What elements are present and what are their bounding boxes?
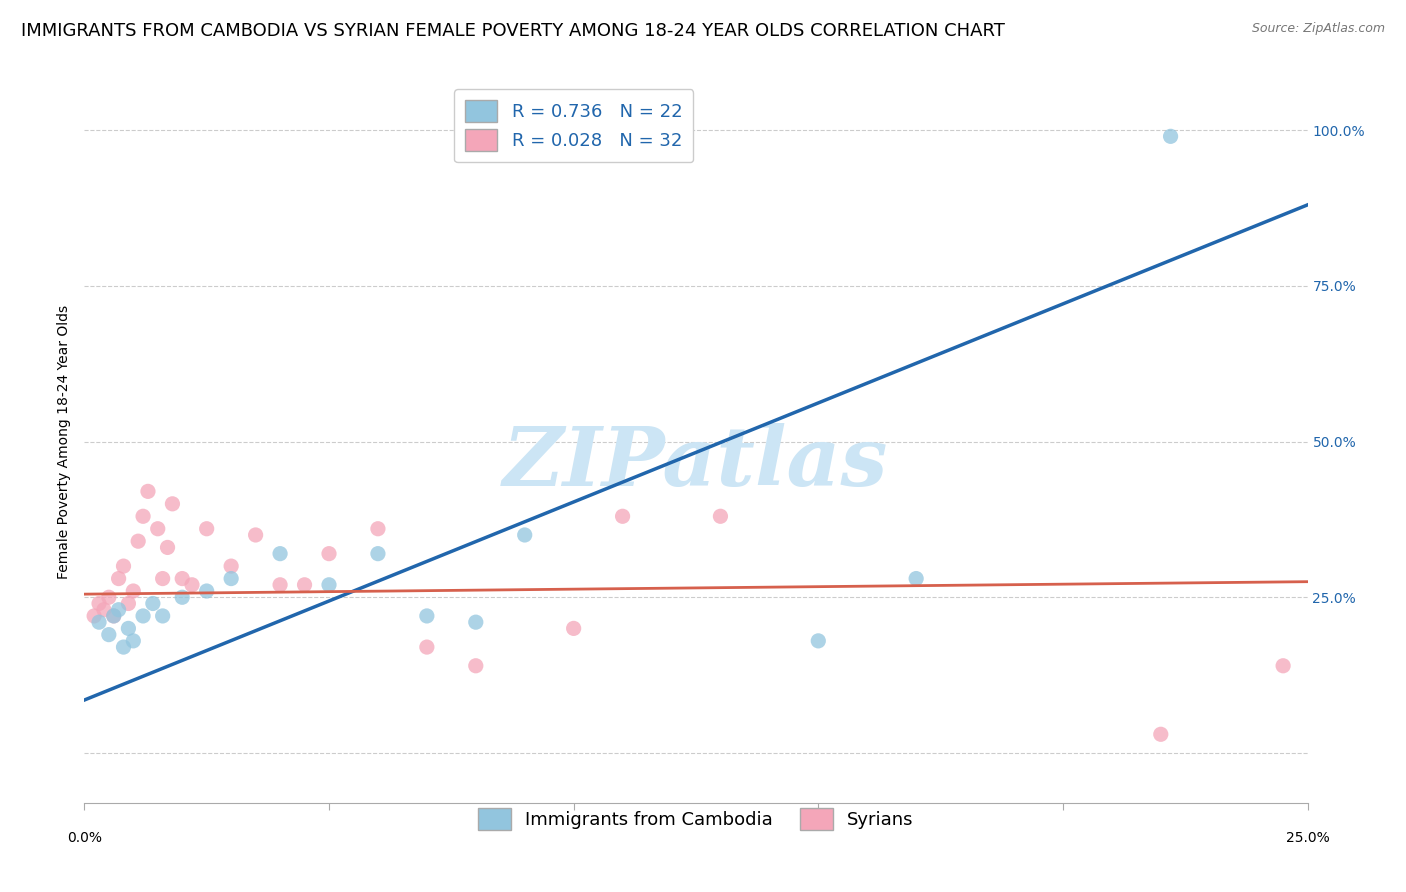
Point bbox=[612, 509, 634, 524]
Point bbox=[318, 578, 340, 592]
Point bbox=[103, 609, 125, 624]
Point bbox=[146, 522, 169, 536]
Point bbox=[245, 528, 267, 542]
Point bbox=[195, 522, 218, 536]
Point bbox=[562, 621, 585, 635]
Point bbox=[97, 627, 120, 641]
Point bbox=[162, 497, 184, 511]
Point bbox=[87, 597, 110, 611]
Point bbox=[269, 547, 291, 561]
Point bbox=[464, 658, 486, 673]
Point bbox=[416, 640, 439, 654]
Point bbox=[464, 615, 486, 630]
Point bbox=[219, 572, 242, 586]
Point bbox=[1150, 727, 1173, 741]
Point bbox=[122, 633, 145, 648]
Point bbox=[152, 572, 174, 586]
Point bbox=[195, 584, 218, 599]
Point bbox=[1160, 129, 1182, 144]
Point bbox=[132, 509, 155, 524]
Text: 25.0%: 25.0% bbox=[1285, 830, 1330, 845]
Text: Source: ZipAtlas.com: Source: ZipAtlas.com bbox=[1251, 22, 1385, 36]
Point bbox=[269, 578, 291, 592]
Point bbox=[219, 559, 242, 574]
Point bbox=[416, 609, 439, 624]
Legend: Immigrants from Cambodia, Syrians: Immigrants from Cambodia, Syrians bbox=[471, 801, 921, 837]
Point bbox=[294, 578, 316, 592]
Point bbox=[181, 578, 204, 592]
Point bbox=[905, 572, 928, 586]
Point bbox=[152, 609, 174, 624]
Point bbox=[117, 597, 139, 611]
Point bbox=[172, 572, 194, 586]
Point bbox=[142, 597, 165, 611]
Y-axis label: Female Poverty Among 18-24 Year Olds: Female Poverty Among 18-24 Year Olds bbox=[58, 304, 72, 579]
Point bbox=[1272, 658, 1295, 673]
Point bbox=[117, 621, 139, 635]
Point bbox=[136, 484, 159, 499]
Point bbox=[107, 572, 129, 586]
Point bbox=[83, 609, 105, 624]
Point bbox=[807, 633, 830, 648]
Point bbox=[367, 522, 389, 536]
Text: ZIPatlas: ZIPatlas bbox=[503, 423, 889, 503]
Point bbox=[318, 547, 340, 561]
Point bbox=[367, 547, 389, 561]
Point bbox=[87, 615, 110, 630]
Point bbox=[127, 534, 149, 549]
Point bbox=[122, 584, 145, 599]
Text: 0.0%: 0.0% bbox=[67, 830, 101, 845]
Point bbox=[513, 528, 536, 542]
Point bbox=[112, 640, 135, 654]
Text: IMMIGRANTS FROM CAMBODIA VS SYRIAN FEMALE POVERTY AMONG 18-24 YEAR OLDS CORRELAT: IMMIGRANTS FROM CAMBODIA VS SYRIAN FEMAL… bbox=[21, 22, 1005, 40]
Point bbox=[112, 559, 135, 574]
Point bbox=[97, 591, 120, 605]
Point bbox=[103, 609, 125, 624]
Point bbox=[93, 603, 115, 617]
Point bbox=[132, 609, 155, 624]
Point bbox=[172, 591, 194, 605]
Point bbox=[156, 541, 179, 555]
Point bbox=[107, 603, 129, 617]
Point bbox=[709, 509, 731, 524]
